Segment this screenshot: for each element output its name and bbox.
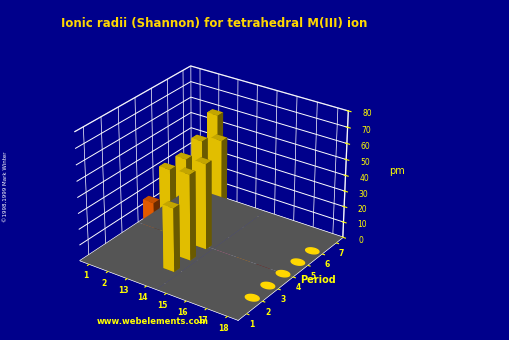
Text: Ionic radii (Shannon) for tetrahedral M(III) ion: Ionic radii (Shannon) for tetrahedral M(… <box>61 17 366 30</box>
Text: ©1998,1999 Mark Winter: ©1998,1999 Mark Winter <box>3 152 8 222</box>
Text: www.webelements.com: www.webelements.com <box>97 318 209 326</box>
